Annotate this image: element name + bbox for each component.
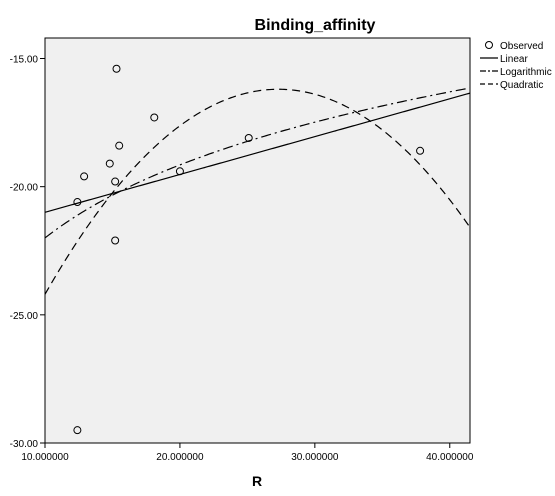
- plot-area: [44, 37, 471, 444]
- x-axis-label: R: [252, 473, 262, 489]
- x-tick-label: 10.000000: [21, 452, 69, 463]
- x-tick-label: 20.000000: [156, 452, 204, 463]
- logarithmic-fit-line: [45, 87, 470, 239]
- legend-label-linear: Linear: [500, 54, 528, 65]
- legend-marker-observed: [485, 41, 493, 49]
- observed-points: [73, 64, 425, 435]
- observed-point: [416, 146, 425, 155]
- observed-point: [112, 64, 121, 73]
- axis-ticks: 10.000000 20.000000 30.000000 40.000000 -15.…: [10, 55, 474, 463]
- observed-point: [73, 198, 82, 207]
- y-tick-label: -25.00: [10, 311, 39, 322]
- observed-point: [150, 113, 159, 122]
- observed-point: [111, 236, 120, 245]
- y-tick-label: -20.00: [10, 183, 39, 194]
- fit-lines: [45, 87, 470, 295]
- x-tick-label: 30.000000: [291, 452, 339, 463]
- quadratic-fit-line: [45, 88, 470, 295]
- observed-point: [80, 172, 89, 181]
- x-tick-label: 40.000000: [426, 452, 474, 463]
- observed-point: [175, 167, 184, 176]
- chart-title: Binding_affinity: [255, 17, 376, 34]
- observed-point: [73, 426, 82, 435]
- y-tick-label: -30.00: [10, 439, 39, 450]
- observed-point: [105, 159, 114, 168]
- linear-fit-line: [45, 92, 470, 213]
- legend-label-observed: Observed: [500, 41, 543, 52]
- legend-label-quadratic: Quadratic: [500, 80, 543, 91]
- legend-label-logarithmic: Logarithmic: [500, 67, 552, 78]
- observed-point: [111, 177, 120, 186]
- legend: Observed Linear Logarithmic Quadratic: [480, 41, 552, 91]
- y-tick-label: -15.00: [10, 55, 39, 66]
- observed-point: [115, 141, 124, 150]
- observed-point: [244, 133, 253, 142]
